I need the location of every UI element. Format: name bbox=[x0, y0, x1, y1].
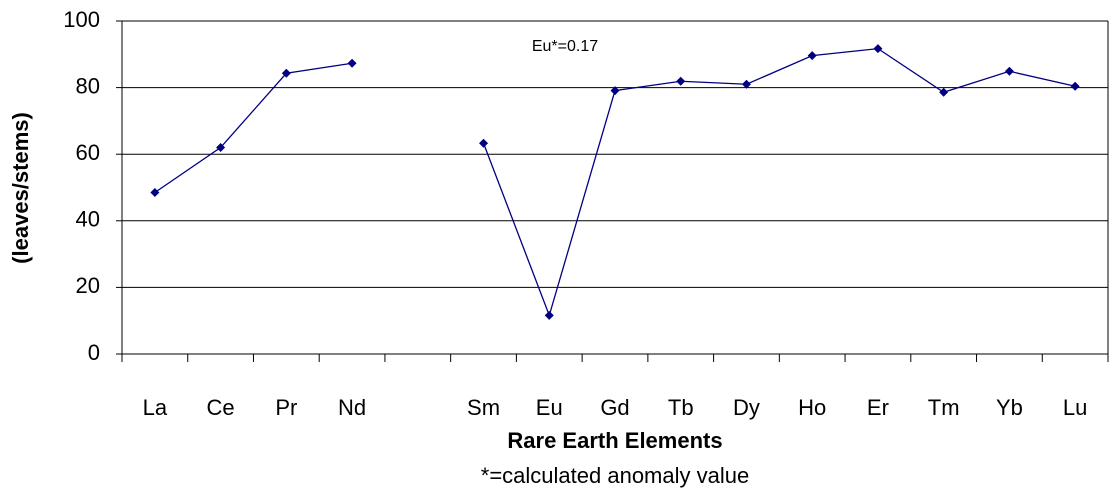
x-tick-label: Sm bbox=[467, 395, 500, 420]
data-point bbox=[741, 79, 751, 89]
data-point bbox=[939, 87, 949, 97]
x-axis-title: Rare Earth Elements bbox=[507, 428, 722, 453]
x-tick-label: Tm bbox=[928, 395, 960, 420]
data-point bbox=[281, 68, 291, 78]
y-tick-label: 40 bbox=[76, 207, 100, 232]
x-tick-label: Yb bbox=[996, 395, 1023, 420]
x-tick-label: Er bbox=[867, 395, 889, 420]
data-point bbox=[347, 58, 357, 68]
footnote: *=calculated anomaly value bbox=[481, 463, 749, 488]
y-tick-label: 100 bbox=[63, 7, 100, 32]
y-tick-label: 80 bbox=[76, 73, 100, 98]
x-tick-label: Ce bbox=[207, 395, 235, 420]
x-tick-label: Gd bbox=[600, 395, 629, 420]
data-point bbox=[479, 138, 489, 148]
data-point bbox=[610, 86, 620, 96]
annotation: Eu*=0.17 bbox=[532, 38, 598, 55]
data-point bbox=[1004, 66, 1014, 76]
data-point bbox=[1070, 81, 1080, 91]
y-tick-label: 60 bbox=[76, 140, 100, 165]
x-tick-label: Lu bbox=[1063, 395, 1087, 420]
x-tick-label: La bbox=[143, 395, 168, 420]
data-point bbox=[676, 76, 686, 86]
x-tick-label: Pr bbox=[275, 395, 297, 420]
data-point bbox=[807, 51, 817, 61]
series-line bbox=[154, 47, 1076, 318]
data-point bbox=[216, 143, 226, 153]
x-tick-label: Dy bbox=[733, 395, 760, 420]
x-tick-label: Tb bbox=[668, 395, 694, 420]
y-tick-label: 20 bbox=[76, 273, 100, 298]
data-point bbox=[873, 44, 883, 54]
x-tick-label: Nd bbox=[338, 395, 366, 420]
x-tick-label: Eu bbox=[536, 395, 563, 420]
x-tick-label: Ho bbox=[798, 395, 826, 420]
y-axis-title: (leaves/stems) bbox=[8, 112, 33, 264]
data-point bbox=[150, 187, 160, 197]
data-point bbox=[544, 310, 554, 320]
y-tick-label: 0 bbox=[88, 340, 100, 365]
